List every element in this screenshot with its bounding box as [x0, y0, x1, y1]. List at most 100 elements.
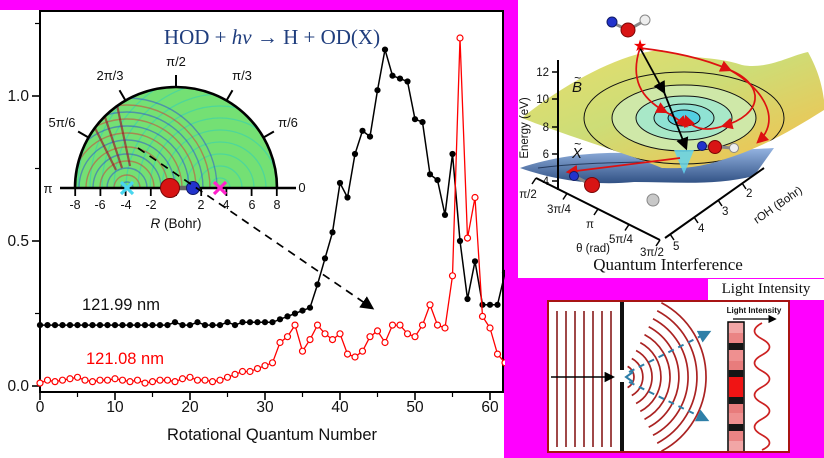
svg-text:5π/4: 5π/4	[609, 234, 634, 246]
svg-text:~: ~	[574, 71, 581, 85]
main-plot-svg: 0 10 20 30 40 50 60 0.0 0.5 1.0 Rotation…	[7, 10, 505, 444]
circular-wavefronts	[627, 302, 707, 451]
conical-funnel	[674, 150, 694, 174]
b-state-surface	[522, 50, 824, 174]
svg-text:30: 30	[256, 399, 274, 416]
theta-tick-labels: π/2 3π/4 π 5π/4 3π/2	[519, 189, 664, 259]
wave-diagram-svg: Light Intensity	[551, 302, 782, 451]
svg-text:6: 6	[249, 198, 256, 212]
intensity-bar	[728, 322, 744, 451]
x-axis-major-ticks	[39, 392, 491, 400]
series-121.08nm	[36, 34, 505, 387]
od-fragment-left	[569, 171, 600, 193]
svg-text:π/2: π/2	[519, 189, 537, 201]
svg-text:3π/2: 3π/2	[640, 247, 664, 259]
hod-molecule-right	[697, 140, 739, 154]
diffraction-arrows	[624, 330, 712, 422]
energy-axis: 12 10 8 6 4 Energy (eV)	[519, 60, 559, 190]
x-axis-label: Rotational Quantum Number	[167, 426, 378, 444]
svg-text:2: 2	[746, 188, 752, 200]
svg-text:3π/4: 3π/4	[547, 204, 572, 216]
series-label-red: 121.08 nm	[86, 350, 164, 368]
svg-text:2π/3: 2π/3	[96, 68, 123, 83]
svg-text:-2: -2	[145, 198, 156, 212]
surface-caption: Quantum Interference	[593, 255, 743, 274]
svg-text:π: π	[44, 181, 53, 196]
inset-r-axis-label: R (Bohr)	[150, 216, 201, 231]
state-labels: B ~ X ~	[571, 71, 583, 162]
light-intensity-label-box: Light Intensity	[708, 279, 824, 300]
black-trajectory-arrows	[639, 47, 689, 151]
franck-condon-star-icon: ★	[633, 38, 647, 55]
inset-angle-labels: 0 π/6 π/3 π/2 2π/3 5π/6 π	[44, 54, 306, 196]
svg-text:8: 8	[274, 198, 281, 212]
svg-text:8: 8	[543, 122, 549, 134]
svg-text:-6: -6	[94, 198, 105, 212]
svg-text:π/2: π/2	[166, 54, 186, 69]
theta-axis-label: θ (rad)	[576, 243, 610, 255]
red-trajectory-arrows	[565, 47, 770, 177]
svg-text:-8: -8	[69, 198, 80, 212]
plot-border	[39, 10, 504, 393]
x-tick-labels: 0 10 20 30 40 50 60	[36, 399, 499, 416]
svg-text:5: 5	[673, 241, 679, 253]
light-intensity-outer-label: Light Intensity	[721, 281, 811, 297]
svg-text:2: 2	[198, 198, 205, 212]
svg-text:0.0: 0.0	[7, 378, 29, 395]
x-axis-minor-ticks	[76, 392, 454, 397]
intensity-profile-curve	[753, 322, 771, 451]
svg-text:5π/6: 5π/6	[48, 115, 75, 130]
svg-text:4: 4	[698, 223, 705, 235]
surface-plot-panel: ★	[518, 0, 824, 278]
svg-text:60: 60	[481, 399, 499, 416]
inset-angle-ticks	[77, 75, 289, 189]
hod-molecule-top	[606, 14, 651, 38]
svg-text:X: X	[571, 145, 583, 162]
svg-text:0.5: 0.5	[7, 233, 29, 250]
magenta-cross-marker	[212, 180, 228, 196]
roh-axis-label: rOH (Bohr)	[752, 184, 805, 226]
interference-dashed-arrow	[137, 147, 375, 310]
svg-text:10: 10	[106, 399, 124, 416]
y-tick-labels: 0.0 0.5 1.0	[7, 88, 29, 395]
main-plot-panel: 0 10 20 30 40 50 60 0.0 0.5 1.0 Rotation…	[7, 10, 505, 444]
svg-text:~: ~	[574, 137, 581, 151]
svg-text:20: 20	[181, 399, 199, 416]
cyan-cross-marker	[119, 180, 135, 196]
svg-text:0: 0	[298, 180, 305, 195]
slit-barrier	[620, 302, 624, 451]
reaction-title: HOD + hv → H + OD(X)	[164, 25, 380, 49]
svg-text:-4: -4	[120, 198, 131, 212]
inset-r-ticks	[74, 188, 278, 196]
y-axis-major-ticks	[32, 95, 40, 387]
light-intensity-inner-label: Light Intensity	[727, 306, 782, 315]
svg-text:1.0: 1.0	[7, 88, 29, 105]
plane-wavefronts	[556, 311, 612, 447]
svg-text:12: 12	[536, 67, 549, 79]
h-atom-gray	[646, 193, 660, 207]
svg-text:0: 0	[36, 399, 45, 416]
roh-tick-labels: 5 4 3 2	[673, 188, 752, 253]
svg-text:3: 3	[722, 206, 728, 218]
svg-text:50: 50	[406, 399, 424, 416]
energy-axis-label: Energy (eV)	[519, 97, 531, 159]
theta-axis: π/2 3π/4 π 5π/4 3π/2 θ (rad)	[519, 177, 664, 259]
surface-plot-svg: ★	[519, 14, 824, 274]
oxygen-atom	[160, 178, 180, 198]
deuterium-atom	[186, 181, 200, 195]
svg-text:40: 40	[331, 399, 349, 416]
magenta-top-bar	[0, 0, 513, 10]
inset-r-tick-labels: -8 -6 -4 -2 2 4 6 8	[69, 198, 280, 212]
intensity-bar-border	[727, 321, 745, 451]
svg-text:4: 4	[223, 198, 230, 212]
series-121.99nm	[36, 46, 505, 329]
svg-text:π: π	[586, 219, 594, 231]
svg-text:π/6: π/6	[278, 115, 298, 130]
svg-text:B: B	[572, 79, 582, 96]
series-label-black: 121.99 nm	[82, 296, 160, 314]
svg-text:10: 10	[536, 94, 549, 106]
y-axis-minor-ticks	[35, 22, 40, 315]
wave-diagram-panel: Light Intensity	[547, 300, 790, 453]
svg-text:6: 6	[543, 149, 549, 161]
